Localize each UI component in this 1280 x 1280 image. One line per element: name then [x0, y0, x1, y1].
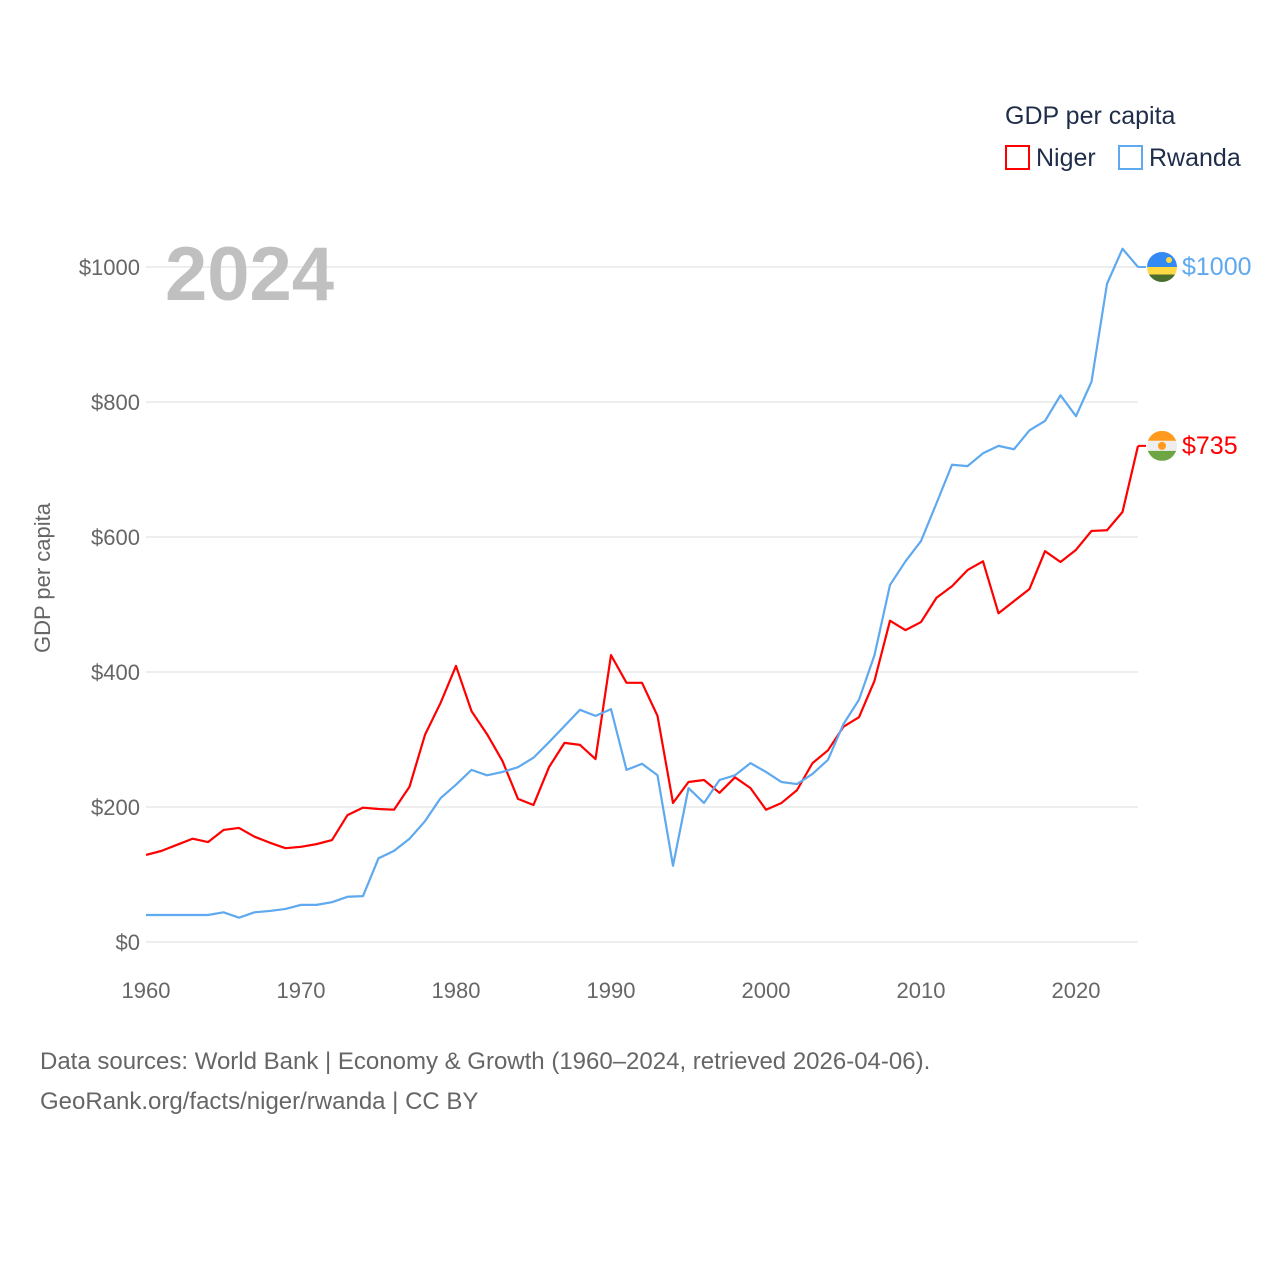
y-axis-ticks: $0 $200 $400 $600 $800 $1000: [79, 255, 140, 955]
footer-link[interactable]: GeoRank.org/facts/niger/rwanda | CC BY: [40, 1088, 479, 1115]
year-watermark: 2024: [165, 232, 334, 317]
x-tick-label: 1980: [432, 978, 481, 1003]
y-axis-label: GDP per capita: [30, 502, 55, 653]
series-line-niger: [145, 445, 1140, 856]
y-tick-label: $400: [91, 660, 140, 685]
legend-item-niger[interactable]: Niger: [1005, 144, 1096, 172]
end-labels: $735 $1000: [1138, 252, 1252, 461]
legend-item-rwanda[interactable]: Rwanda: [1118, 144, 1241, 172]
legend-swatch-rwanda: [1118, 145, 1143, 170]
x-tick-label: 2000: [742, 978, 791, 1003]
legend-swatch-niger: [1005, 145, 1030, 170]
legend: GDP per capita Niger Rwanda: [1005, 102, 1241, 172]
footer: Data sources: World Bank | Economy & Gro…: [40, 1042, 930, 1122]
x-axis-ticks: 1960 1970 1980 1990 2000 2010 2020: [122, 978, 1101, 1003]
x-tick-label: 2020: [1052, 978, 1101, 1003]
end-label-rwanda: $1000: [1182, 253, 1252, 281]
legend-label-niger: Niger: [1036, 144, 1096, 172]
y-tick-label: $200: [91, 795, 140, 820]
series-lines: [145, 247, 1140, 919]
x-tick-label: 1970: [277, 978, 326, 1003]
y-tick-label: $1000: [79, 255, 140, 280]
x-tick-label: 2010: [897, 978, 946, 1003]
y-tick-label: $600: [91, 525, 140, 550]
x-tick-label: 1990: [587, 978, 636, 1003]
footer-sources: Data sources: World Bank | Economy & Gro…: [40, 1048, 931, 1075]
x-tick-label: 1960: [122, 978, 171, 1003]
niger-flag-icon: [1147, 430, 1177, 461]
legend-title: GDP per capita: [1005, 102, 1176, 130]
grid-lines: [146, 266, 1138, 943]
rwanda-flag-icon: [1147, 252, 1177, 282]
legend-label-rwanda: Rwanda: [1149, 144, 1241, 172]
y-tick-label: $0: [116, 930, 140, 955]
series-line-rwanda: [146, 247, 1139, 919]
y-tick-label: $800: [91, 390, 140, 415]
end-label-niger: $735: [1182, 432, 1238, 460]
